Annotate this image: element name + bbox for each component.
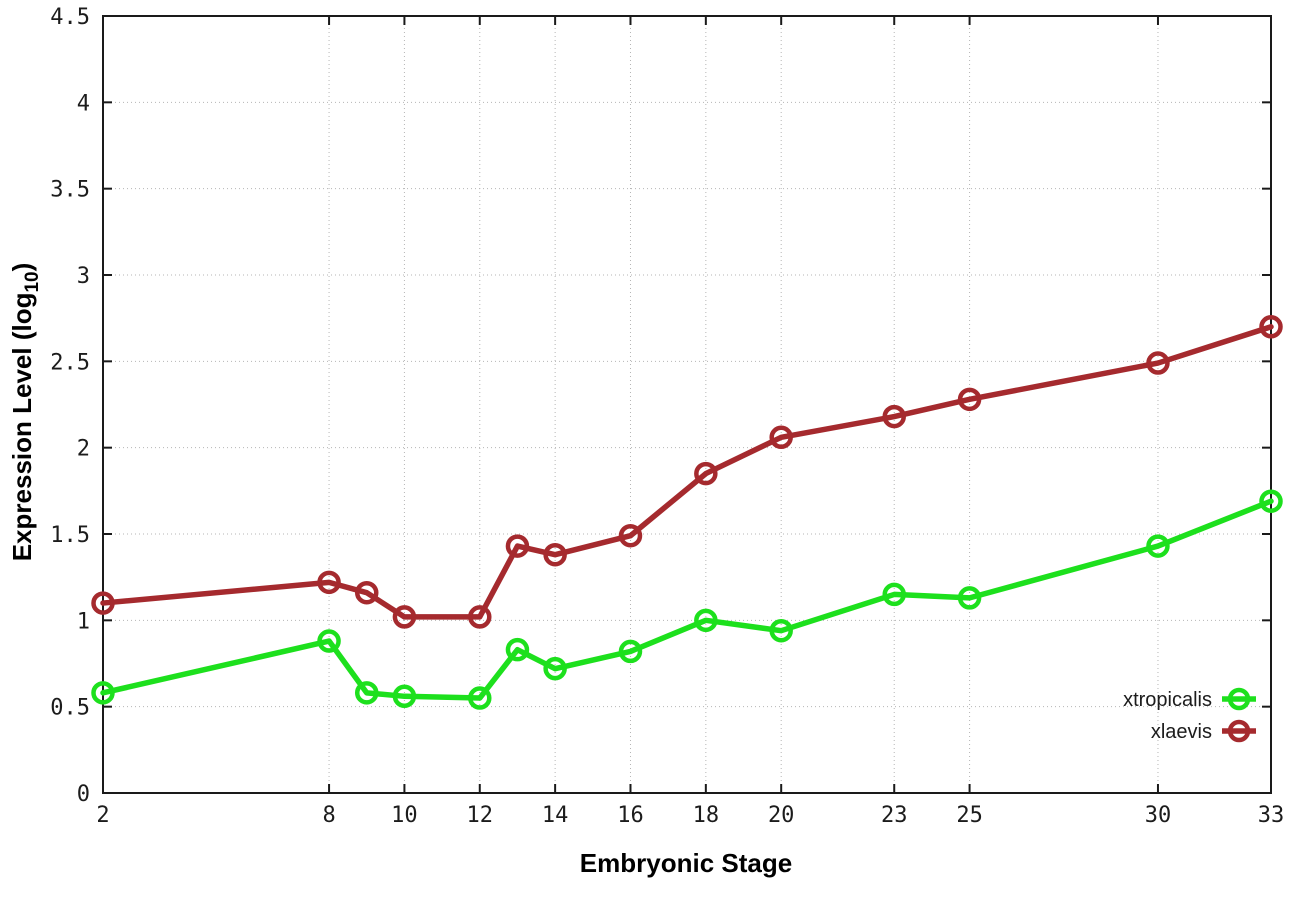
x-axis-title: Embryonic Stage — [580, 848, 792, 878]
y-tick-label: 3.5 — [50, 178, 90, 203]
data-point-xlaevis-stage-14 — [543, 542, 567, 567]
legend-sample-marker-xlaevis — [1227, 719, 1251, 743]
x-tick-label: 18 — [693, 803, 720, 828]
data-point-xtropicalis-stage-20 — [769, 618, 793, 643]
data-point-xtropicalis-stage-2 — [91, 681, 115, 705]
data-point-xlaevis-stage-12 — [468, 605, 492, 629]
data-point-xtropicalis-stage-8 — [317, 629, 341, 653]
x-tick-label: 25 — [956, 803, 983, 828]
x-tick-label: 16 — [617, 803, 644, 828]
y-axis-title-main: Expression Level (log — [7, 293, 37, 562]
data-point-xtropicalis-stage-16 — [618, 639, 643, 664]
series-line-xlaevis — [100, 324, 1274, 620]
x-tick-label: 20 — [768, 803, 795, 828]
y-axis-title: Expression Level (log10) — [7, 263, 43, 562]
data-point-xlaevis-stage-30 — [1146, 351, 1170, 375]
data-point-xlaevis-stage-2 — [91, 591, 115, 615]
legend-label-xtropicalis: xtropicalis — [1123, 689, 1212, 711]
data-point-xtropicalis-stage-9 — [354, 681, 379, 705]
y-tick-label: 0.5 — [50, 696, 90, 721]
gridlines-layer — [103, 16, 1271, 793]
legend-item-xtropicalis — [1222, 687, 1256, 711]
data-point-xlaevis-stage-8 — [317, 570, 341, 595]
y-tick-label: 3 — [77, 264, 90, 289]
data-point-xtropicalis-stage-23 — [882, 582, 906, 607]
x-tick-label: 12 — [467, 803, 494, 828]
data-point-xtropicalis-stage-25 — [957, 586, 982, 610]
series-layer — [91, 315, 1283, 710]
x-tick-label: 8 — [322, 803, 335, 828]
data-point-xlaevis-stage-23 — [882, 404, 906, 429]
data-point-xtropicalis-stage-14 — [543, 656, 567, 681]
y-tick-label: 1 — [77, 609, 90, 634]
legend-sample-marker-xtropicalis — [1227, 687, 1251, 711]
series-xlaevis — [91, 315, 1283, 629]
y-tick-label: 2 — [77, 437, 90, 462]
series-line-xtropicalis — [100, 498, 1274, 701]
x-tick-label: 2 — [96, 803, 109, 828]
data-point-xtropicalis-stage-10 — [392, 684, 417, 709]
x-tick-label: 14 — [542, 803, 569, 828]
data-point-xlaevis-stage-20 — [769, 425, 793, 450]
y-tick-label: 1.5 — [50, 523, 90, 548]
data-point-xlaevis-stage-16 — [618, 523, 643, 548]
y-axis-title-subscript: 10 — [22, 271, 43, 292]
data-point-xlaevis-stage-33 — [1259, 315, 1283, 339]
legend-label-xlaevis: xlaevis — [1151, 721, 1212, 743]
x-tick-label: 23 — [881, 803, 908, 828]
data-point-xlaevis-stage-13 — [505, 534, 530, 558]
data-point-xtropicalis-stage-12 — [468, 686, 492, 710]
data-point-xlaevis-stage-9 — [354, 580, 379, 605]
x-tick-label: 10 — [391, 803, 418, 828]
plot-border — [102, 15, 1272, 794]
y-tick-label: 4.5 — [50, 5, 90, 30]
data-point-xtropicalis-stage-30 — [1146, 534, 1170, 558]
data-point-xtropicalis-stage-18 — [694, 608, 718, 633]
legend-item-xlaevis — [1222, 719, 1256, 743]
legend-samples-layer — [1222, 687, 1256, 743]
y-tick-label: 2.5 — [50, 350, 90, 375]
y-axis-title-suffix: ) — [7, 263, 37, 272]
series-xtropicalis — [91, 489, 1283, 710]
data-point-xlaevis-stage-10 — [392, 605, 417, 629]
y-tick-label: 0 — [77, 782, 90, 807]
data-point-xtropicalis-stage-33 — [1259, 489, 1283, 513]
x-tick-label: 33 — [1258, 803, 1285, 828]
axes-layer: 0 0.5 1 1.5 2 2.5 3 3.5 4 4.5 2 8 10 12 14 16 18 20 23 25 30… — [50, 5, 1284, 828]
data-point-xtropicalis-stage-13 — [505, 637, 530, 662]
data-point-xlaevis-stage-18 — [694, 461, 718, 486]
data-point-xlaevis-stage-25 — [957, 387, 982, 412]
y-tick-label: 4 — [77, 91, 90, 116]
x-tick-label: 30 — [1145, 803, 1172, 828]
